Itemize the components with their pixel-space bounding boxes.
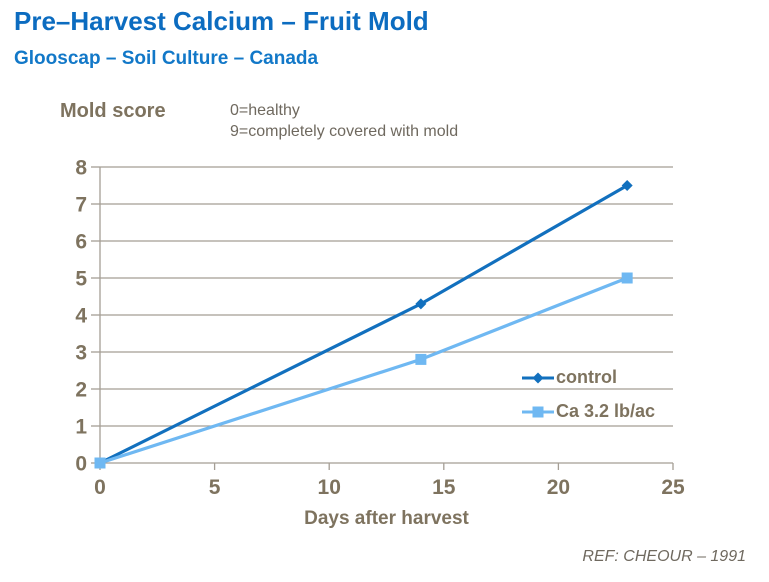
data-point-diamond (621, 180, 633, 191)
data-point-square (415, 353, 427, 365)
page-title: Pre–Harvest Calcium – Fruit Mold (14, 6, 429, 36)
y-tick-label: 2 (75, 379, 87, 402)
y-tick-label: 7 (75, 194, 87, 217)
legend-label-control: control (556, 367, 617, 387)
legend-swatch-square-icon (522, 406, 554, 417)
data-point-square (621, 272, 633, 284)
x-tick-label: 15 (432, 476, 456, 499)
y-tick-label: 1 (75, 416, 87, 439)
data-point-square (94, 457, 106, 469)
y-tick-label: 3 (75, 342, 87, 365)
x-tick-label: 25 (661, 476, 685, 499)
scale-annotation: 0=healthy 9=completely covered with mold (230, 100, 458, 142)
y-tick-label: 0 (75, 453, 87, 476)
x-tick-label: 20 (547, 476, 570, 499)
y-tick-label: 6 (75, 231, 87, 254)
legend-item-calcium: Ca 3.2 lb/ac (521, 399, 655, 424)
legend-swatch-diamond-icon (522, 372, 554, 383)
x-tick-label: 0 (94, 476, 106, 499)
legend-item-control: control (521, 365, 655, 390)
x-axis-title: Days after harvest (304, 508, 469, 529)
legend-label-calcium: Ca 3.2 lb/ac (556, 401, 656, 421)
scale-annotation-line1: 0=healthy (230, 102, 300, 119)
reference-note: REF: CHEOUR – 1991 (582, 548, 746, 565)
data-point-diamond (415, 298, 427, 310)
y-tick-label: 8 (75, 157, 87, 180)
y-axis-title: Mold score (60, 100, 166, 122)
chart-legend: control Ca 3.2 lb/ac (521, 365, 655, 424)
x-tick-label: 10 (318, 476, 341, 499)
x-tick-label: 5 (209, 476, 221, 499)
y-tick-label: 4 (75, 305, 87, 328)
y-tick-label: 5 (75, 268, 87, 291)
page-subtitle: Glooscap – Soil Culture – Canada (14, 48, 319, 69)
scale-annotation-line2: 9=completely covered with mold (230, 123, 459, 140)
